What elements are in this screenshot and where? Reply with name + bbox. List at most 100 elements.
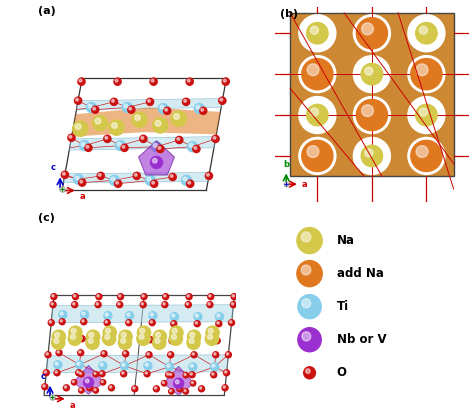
Circle shape: [73, 295, 76, 297]
Circle shape: [54, 370, 60, 376]
Circle shape: [91, 106, 99, 113]
Circle shape: [92, 115, 108, 131]
Circle shape: [191, 381, 193, 383]
Circle shape: [169, 389, 174, 394]
Circle shape: [190, 332, 195, 337]
Circle shape: [59, 311, 67, 319]
Circle shape: [49, 321, 52, 323]
Text: a: a: [70, 401, 75, 410]
Circle shape: [94, 388, 96, 391]
Circle shape: [153, 118, 168, 133]
Circle shape: [200, 387, 202, 389]
Circle shape: [103, 326, 116, 339]
Circle shape: [174, 114, 180, 120]
Circle shape: [72, 380, 77, 385]
Polygon shape: [46, 355, 228, 373]
Circle shape: [147, 100, 150, 102]
Circle shape: [310, 108, 319, 116]
Circle shape: [127, 321, 129, 323]
Circle shape: [146, 98, 154, 105]
Circle shape: [105, 137, 108, 139]
Circle shape: [223, 386, 225, 388]
Circle shape: [102, 352, 104, 354]
Circle shape: [72, 302, 78, 308]
Circle shape: [185, 302, 191, 308]
Circle shape: [101, 351, 107, 357]
Circle shape: [109, 386, 112, 388]
Circle shape: [100, 363, 103, 366]
Circle shape: [170, 390, 172, 392]
Circle shape: [232, 295, 235, 297]
Circle shape: [184, 374, 186, 376]
Circle shape: [192, 353, 194, 355]
Circle shape: [64, 386, 67, 388]
Circle shape: [416, 22, 437, 44]
Circle shape: [310, 26, 319, 34]
Circle shape: [299, 97, 336, 134]
Circle shape: [191, 381, 196, 386]
Circle shape: [298, 328, 321, 352]
Circle shape: [71, 334, 75, 339]
Circle shape: [176, 137, 183, 144]
Circle shape: [75, 361, 83, 369]
Circle shape: [117, 142, 121, 146]
Circle shape: [361, 145, 383, 167]
Circle shape: [80, 337, 82, 339]
Circle shape: [93, 107, 96, 110]
Circle shape: [172, 322, 174, 324]
Circle shape: [85, 144, 92, 151]
Circle shape: [105, 334, 110, 339]
Circle shape: [411, 59, 442, 90]
Circle shape: [170, 175, 173, 177]
Circle shape: [100, 372, 102, 374]
Circle shape: [137, 326, 151, 339]
Circle shape: [186, 78, 193, 85]
Circle shape: [304, 367, 315, 379]
Circle shape: [115, 79, 118, 82]
Circle shape: [190, 364, 193, 367]
Circle shape: [151, 180, 158, 187]
Circle shape: [205, 332, 219, 345]
Circle shape: [104, 135, 111, 142]
Circle shape: [301, 232, 311, 242]
Circle shape: [205, 172, 212, 180]
Circle shape: [86, 145, 89, 148]
Circle shape: [186, 294, 192, 300]
Circle shape: [97, 295, 99, 297]
Circle shape: [297, 227, 322, 254]
Circle shape: [82, 320, 84, 322]
Polygon shape: [163, 366, 194, 395]
Circle shape: [172, 334, 176, 339]
Circle shape: [128, 106, 135, 113]
Circle shape: [307, 64, 319, 76]
Circle shape: [87, 385, 93, 391]
Circle shape: [43, 385, 45, 387]
Circle shape: [51, 303, 54, 305]
Circle shape: [116, 141, 126, 151]
Circle shape: [223, 79, 226, 82]
Circle shape: [153, 336, 166, 349]
Circle shape: [109, 120, 124, 135]
Circle shape: [184, 390, 186, 392]
Circle shape: [186, 303, 189, 305]
Circle shape: [102, 332, 116, 345]
Circle shape: [52, 336, 65, 349]
Circle shape: [81, 311, 89, 319]
Circle shape: [118, 294, 124, 300]
Circle shape: [408, 15, 445, 52]
Circle shape: [217, 314, 220, 317]
Circle shape: [416, 146, 428, 157]
Circle shape: [124, 352, 126, 354]
Circle shape: [167, 364, 170, 367]
Circle shape: [45, 352, 51, 358]
Circle shape: [189, 363, 197, 371]
Circle shape: [73, 294, 79, 300]
Circle shape: [230, 302, 237, 308]
Circle shape: [111, 177, 115, 181]
Circle shape: [80, 180, 82, 183]
Circle shape: [79, 336, 85, 342]
Circle shape: [225, 352, 231, 358]
Circle shape: [206, 326, 219, 339]
Circle shape: [59, 319, 65, 325]
Text: Na: Na: [337, 234, 355, 247]
